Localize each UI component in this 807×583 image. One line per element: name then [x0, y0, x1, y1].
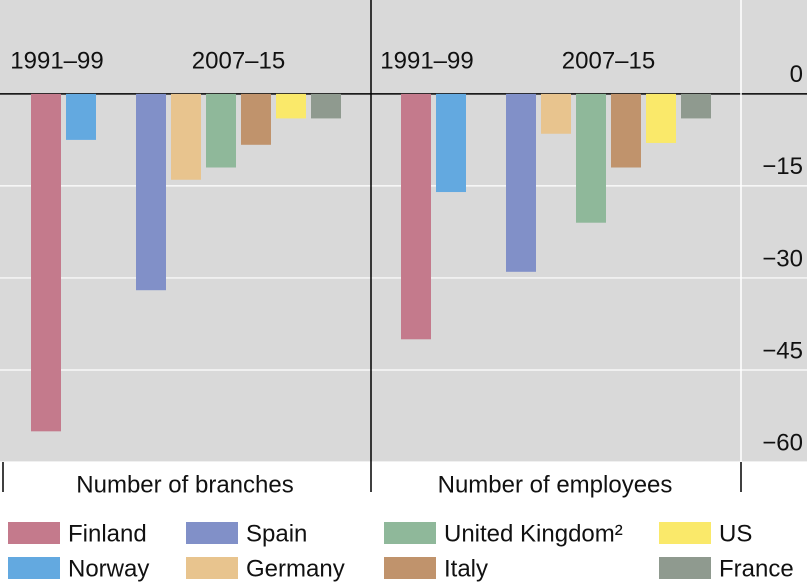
- group-label: 2007–15: [192, 47, 285, 74]
- legend-label: Norway: [68, 555, 149, 582]
- y-tick-label: −30: [762, 245, 803, 272]
- bar: [436, 93, 466, 193]
- legend-label: Finland: [68, 520, 147, 547]
- bar: [241, 93, 271, 145]
- y-tick-label: −60: [762, 429, 803, 456]
- legend-swatch: [186, 557, 238, 579]
- legend-label: United Kingdom²: [444, 520, 623, 547]
- bar: [576, 93, 606, 223]
- bar: [311, 93, 341, 119]
- legend-swatch: [384, 557, 436, 579]
- legend-label: France: [719, 555, 794, 582]
- bar: [206, 93, 236, 168]
- legend-swatch: [186, 522, 238, 544]
- legend-label: Germany: [246, 555, 345, 582]
- legend-swatch: [659, 522, 711, 544]
- bar: [506, 93, 536, 272]
- bar: [171, 93, 201, 180]
- bar: [136, 93, 166, 291]
- legend-swatch: [8, 522, 60, 544]
- bar: [681, 93, 711, 119]
- bar: [611, 93, 641, 168]
- bar: [646, 93, 676, 143]
- legend-label: Italy: [444, 555, 488, 582]
- legend-label: US: [719, 520, 752, 547]
- panel-label: Number of branches: [76, 471, 293, 498]
- panel-label: Number of employees: [438, 471, 673, 498]
- legend-swatch: [384, 522, 436, 544]
- y-tick-label: −45: [762, 337, 803, 364]
- legend-label: Spain: [246, 520, 307, 547]
- legend-swatch: [8, 557, 60, 579]
- group-label: 1991–99: [380, 47, 473, 74]
- bar: [541, 93, 571, 134]
- y-tick-label: 0: [790, 61, 803, 88]
- legend-swatch: [659, 557, 711, 579]
- bar: [66, 93, 96, 140]
- bar: [401, 93, 431, 340]
- y-tick-label: −15: [762, 153, 803, 180]
- bar: [31, 93, 61, 432]
- group-label: 2007–15: [562, 47, 655, 74]
- group-label: 1991–99: [10, 47, 103, 74]
- bar: [276, 93, 306, 119]
